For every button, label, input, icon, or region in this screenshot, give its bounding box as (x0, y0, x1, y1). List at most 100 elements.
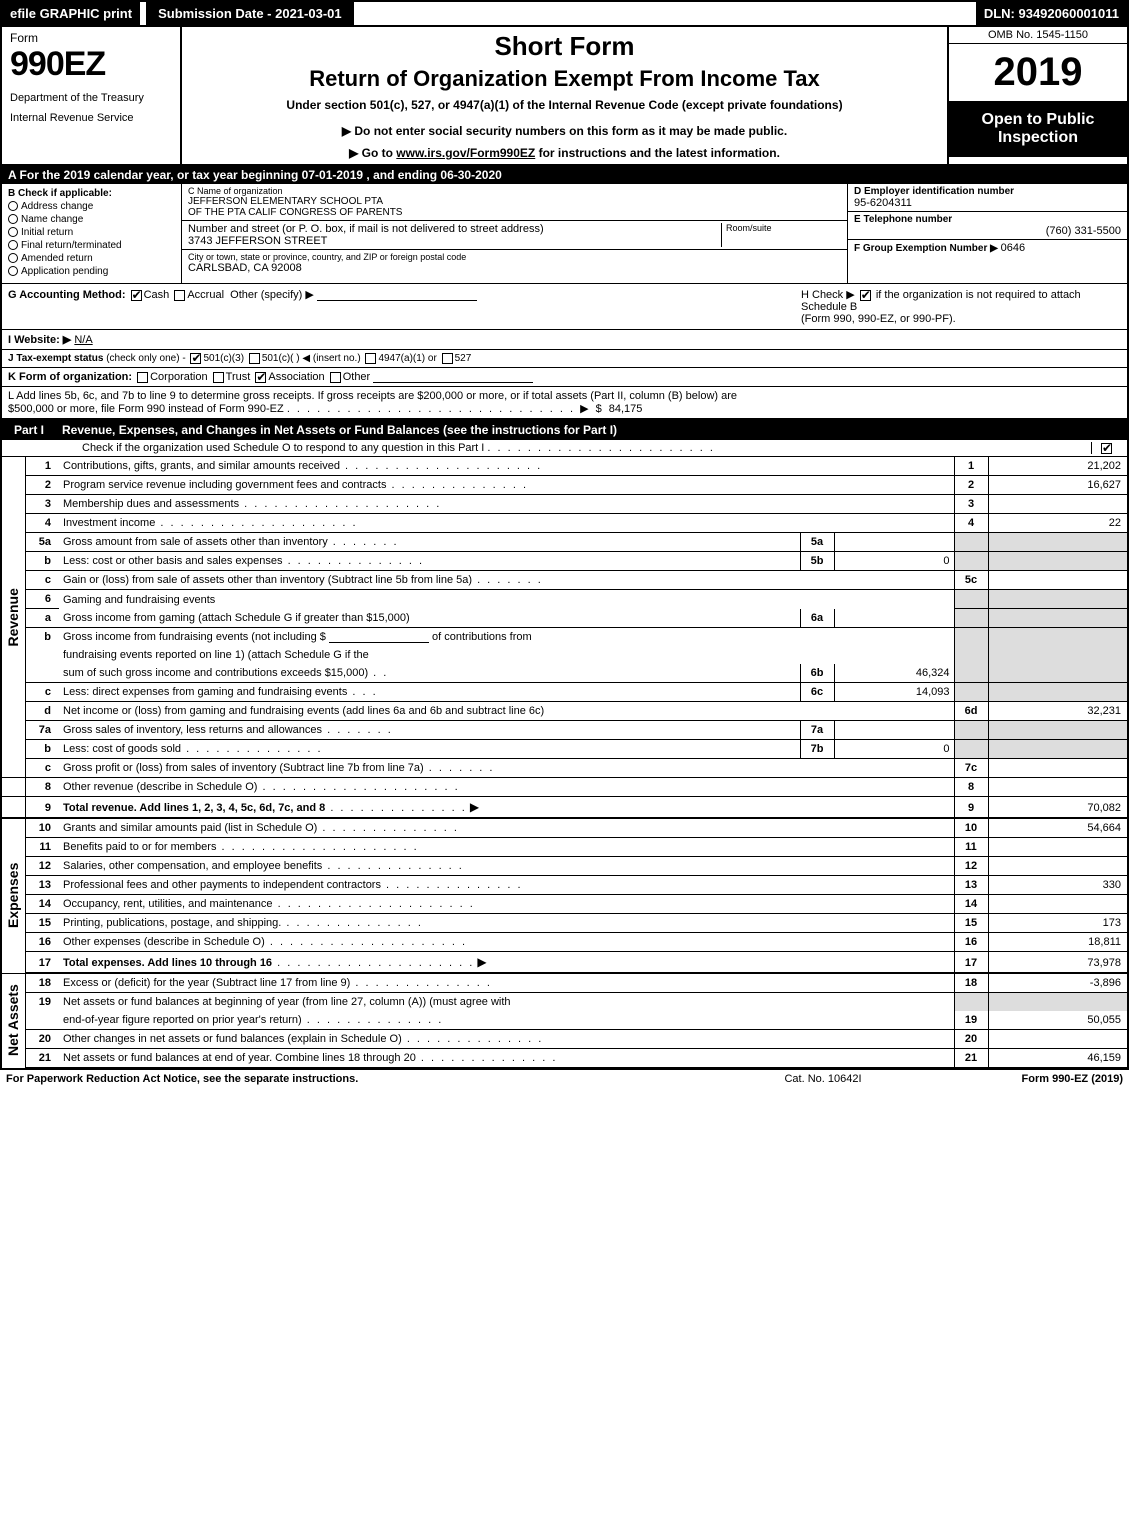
sub-num: 6c (800, 683, 834, 702)
city-label: City or town, state or province, country… (188, 252, 841, 262)
line-num: c (25, 683, 59, 702)
dln: DLN: 93492060001011 (976, 2, 1127, 25)
line-amount: 22 (988, 514, 1128, 533)
line-amount (988, 571, 1128, 590)
org-name-cell: C Name of organization JEFFERSON ELEMENT… (182, 184, 847, 221)
desc-text: Membership dues and assessments (63, 498, 239, 510)
line-num: 8 (25, 778, 59, 797)
contrib-input[interactable] (329, 631, 429, 643)
submission-date: Submission Date - 2021-03-01 (144, 2, 354, 25)
line-num: 10 (25, 818, 59, 838)
i-label: I Website: ▶ (8, 334, 71, 346)
line-amount: 18,811 (988, 933, 1128, 952)
chk-address-change[interactable]: Address change (8, 201, 175, 212)
chk-name-change[interactable]: Name change (8, 214, 175, 225)
shaded-cell (988, 683, 1128, 702)
form-word: Form (10, 31, 172, 45)
dots-icon: . . . . . . . . . . . . . . . . . . . . (265, 936, 467, 948)
desc-text: Other changes in net assets or fund bala… (63, 1033, 402, 1045)
line-desc: Gross sales of inventory, less returns a… (59, 721, 800, 740)
street-label: Number and street (or P. O. box, if mail… (188, 223, 721, 235)
sub-num: 7b (800, 740, 834, 759)
org-name-1: JEFFERSON ELEMENTARY SCHOOL PTA (188, 196, 402, 207)
street-value: 3743 JEFFERSON STREET (188, 235, 721, 247)
checkbox-cash[interactable] (131, 290, 142, 301)
checkbox-4947[interactable] (365, 353, 376, 364)
desc-text: Total expenses. Add lines 10 through 16 (63, 957, 272, 969)
goto-link[interactable]: www.irs.gov/Form990EZ (396, 146, 535, 160)
line-finnum: 1 (954, 457, 988, 476)
line-num: 12 (25, 857, 59, 876)
dots-icon: . . . . . . . . . . . . . . (350, 977, 492, 989)
side-expenses: Expenses (1, 818, 25, 973)
checkbox-527[interactable] (442, 353, 453, 364)
chk-amended-return[interactable]: Amended return (8, 253, 175, 264)
shaded-cell (954, 683, 988, 702)
line-num: 1 (25, 457, 59, 476)
checkbox-501c3[interactable] (190, 353, 201, 364)
checkbox-accrual[interactable] (174, 290, 185, 301)
line-finnum: 21 (954, 1049, 988, 1069)
dots-icon: . . . . . . . . . . . . . . (322, 860, 464, 872)
room-suite-label: Room/suite (721, 223, 841, 247)
header-right: OMB No. 1545-1150 2019 Open to Public In… (947, 27, 1127, 164)
section-c: C Name of organization JEFFERSON ELEMENT… (182, 184, 847, 283)
shaded-cell (954, 533, 988, 552)
shaded-cell (988, 646, 1128, 664)
open-to-public: Open to Public Inspection (949, 101, 1127, 157)
line-amount (988, 895, 1128, 914)
sub-amount: 0 (834, 740, 954, 759)
g-accounting: G Accounting Method: Cash Accrual Other … (8, 288, 801, 325)
desc-text: Occupancy, rent, utilities, and maintena… (63, 898, 273, 910)
short-form-title: Short Form (190, 31, 939, 62)
dots-icon: . . . . . . . . . . . . . . (416, 1052, 558, 1064)
dots-icon: . . . . . . . . . . . . . . . . . . . . (272, 957, 474, 969)
line-finnum: 3 (954, 495, 988, 514)
checkbox-schedule-o[interactable] (1101, 443, 1112, 454)
g-other-input[interactable] (317, 289, 477, 301)
city-value: CARLSBAD, CA 92008 (188, 262, 841, 274)
line-desc: Gross profit or (loss) from sales of inv… (59, 759, 954, 778)
row-g-h: G Accounting Method: Cash Accrual Other … (0, 284, 1129, 330)
j-small: (check only one) - (106, 353, 188, 364)
chk-initial-return[interactable]: Initial return (8, 227, 175, 238)
submission-date-label: Submission Date - (158, 6, 275, 21)
checkbox-corp[interactable] (137, 372, 148, 383)
chk-application-pending[interactable]: Application pending (8, 266, 175, 277)
line-desc: Less: cost or other basis and sales expe… (59, 552, 800, 571)
chk-label: Application pending (21, 266, 108, 277)
desc-text: of contributions from (432, 631, 532, 643)
efile-label[interactable]: efile GRAPHIC print (2, 2, 140, 25)
dept-treasury: Department of the Treasury (10, 92, 172, 104)
desc-text: Salaries, other compensation, and employ… (63, 860, 322, 872)
section-b: B Check if applicable: Address change Na… (2, 184, 182, 283)
d-ein: D Employer identification number 95-6204… (848, 184, 1127, 212)
sub-amount (834, 533, 954, 552)
line-desc: Investment income . . . . . . . . . . . … (59, 514, 954, 533)
line-num: 6 (25, 590, 59, 609)
checkbox-assoc[interactable] (255, 372, 266, 383)
desc-text: Gain or (loss) from sale of assets other… (63, 574, 472, 586)
desc-text: Excess or (deficit) for the year (Subtra… (63, 977, 350, 989)
sub-amount: 0 (834, 552, 954, 571)
k-other-input[interactable] (373, 371, 533, 383)
chk-final-return[interactable]: Final return/terminated (8, 240, 175, 251)
checkbox-h[interactable] (860, 290, 871, 301)
row-k-form-org: K Form of organization: Corporation Trus… (0, 368, 1129, 387)
return-title: Return of Organization Exempt From Incom… (190, 66, 939, 92)
checkbox-trust[interactable] (213, 372, 224, 383)
checkbox-501c[interactable] (249, 353, 260, 364)
j-501c: 501(c)( ) (262, 353, 300, 364)
part-1-sub: Check if the organization used Schedule … (0, 440, 1129, 457)
shaded-cell (988, 609, 1128, 628)
line-desc: fundraising events reported on line 1) (… (59, 646, 954, 664)
side-blank (1, 778, 25, 797)
checkbox-other[interactable] (330, 372, 341, 383)
line-desc: Less: direct expenses from gaming and fu… (59, 683, 800, 702)
h-label: H Check ▶ (801, 289, 855, 301)
l-text1: L Add lines 5b, 6c, and 7b to line 9 to … (8, 390, 737, 402)
dots-icon: . . . . . . . . . . . . . . . . . . . . (239, 498, 441, 510)
line-finnum: 18 (954, 973, 988, 993)
section-def: D Employer identification number 95-6204… (847, 184, 1127, 283)
dots-icon: . . . . . . . . . . . . . . (317, 822, 459, 834)
